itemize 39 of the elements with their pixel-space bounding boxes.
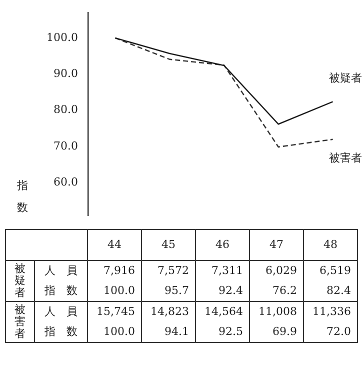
- text: 指 数: [44, 325, 78, 338]
- x-tick-label: 46: [196, 230, 250, 260]
- text: 被害者: [14, 303, 26, 340]
- text: 被疑者: [14, 262, 26, 299]
- text: 人 員: [44, 263, 78, 279]
- data-label: 82.4: [326, 283, 351, 299]
- series-label: 被疑者: [329, 72, 362, 85]
- series-label: 被害者: [329, 151, 362, 164]
- data-label: 94.1: [164, 324, 189, 340]
- data-label: 92.5: [218, 324, 243, 340]
- y-tick-label: 80.0: [54, 103, 78, 116]
- data-label: 76.2: [272, 283, 297, 299]
- x-tick-label: 47: [250, 230, 304, 260]
- y-axis-title: 指数: [17, 178, 28, 216]
- y-tick-label: 60.0: [54, 176, 78, 189]
- data-label: 92.4: [218, 283, 243, 299]
- text: 15,745: [96, 304, 135, 320]
- x-tick-label: 48: [304, 230, 358, 260]
- text: 指 数: [44, 283, 78, 299]
- text: 11,008: [258, 304, 297, 320]
- text: 11,336: [312, 304, 351, 320]
- text: 14,564: [204, 304, 243, 320]
- x-tick-label: 45: [142, 230, 196, 260]
- y-tick-label: 70.0: [54, 139, 78, 152]
- y-tick-label: 100.0: [46, 30, 78, 44]
- data-label: 95.7: [164, 283, 189, 299]
- text: 14,823: [150, 304, 189, 320]
- text: 7,916: [102, 263, 135, 279]
- text: 7,311: [210, 263, 243, 279]
- text: 人 員: [44, 305, 78, 318]
- y-tick-label: 90.0: [54, 67, 78, 80]
- x-tick-label: 44: [88, 230, 142, 260]
- data-label: 100.0: [102, 283, 135, 299]
- data-label: 100.0: [102, 324, 135, 340]
- data-label: 72.0: [326, 324, 351, 340]
- text: 6,519: [318, 263, 351, 279]
- text: 6,029: [264, 263, 297, 279]
- text: 7,572: [156, 263, 189, 279]
- data-label: 69.9: [272, 324, 297, 340]
